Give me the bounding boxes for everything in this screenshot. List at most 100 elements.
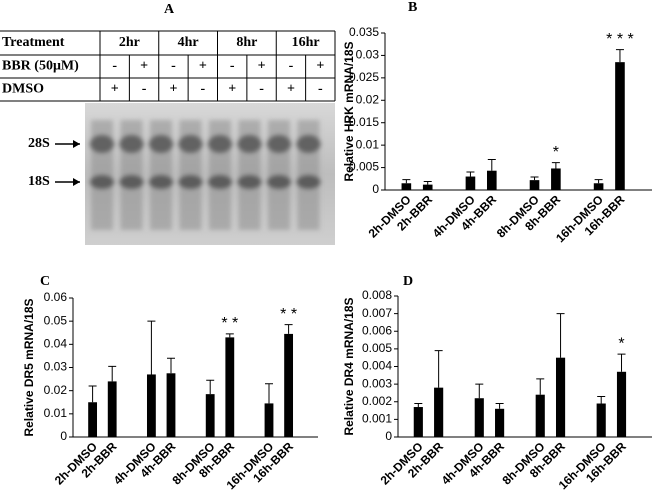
bar (551, 168, 561, 190)
y-tick-label: 0.005 (362, 341, 392, 355)
table-cell: + (316, 59, 324, 74)
bar (284, 333, 294, 437)
table-cell: - (289, 59, 294, 74)
bar (474, 398, 484, 437)
error-bar (167, 357, 175, 374)
error-bar (414, 403, 423, 408)
significance-label: * (618, 335, 624, 352)
bar (535, 394, 545, 437)
error-bar (495, 403, 504, 409)
y-tick-label: 0.002 (362, 394, 392, 408)
table-cell: + (199, 59, 207, 74)
bar (107, 381, 117, 437)
y-tick-label: 0.02 (44, 383, 68, 397)
bar (205, 394, 215, 437)
marker-label: 28S (28, 136, 50, 151)
significance-label: * * (221, 315, 238, 332)
y-tick-label: 0.003 (362, 376, 392, 390)
bar (529, 180, 540, 190)
table-cell: + (258, 59, 266, 74)
table-cell: 8hr (236, 35, 257, 50)
error-bar (466, 171, 475, 177)
table-cell: + (111, 82, 119, 97)
error-bar (530, 176, 539, 181)
significance-label: * * * (606, 31, 634, 48)
y-tick-label: 0.006 (362, 323, 392, 337)
y-tick-label: 0.001 (362, 412, 392, 426)
gel-smear (268, 120, 290, 230)
treatment-table: Treatment 2hr 4hr 8hr 16hr BBR (50μM) - + - + - + - +… (0, 30, 336, 102)
gel-smear (238, 120, 261, 230)
y-axis-title: Relative DR5 mRNA/18S (22, 298, 36, 436)
table-cell: - (230, 59, 235, 74)
y-tick-label: 0.06 (44, 290, 68, 304)
y-tick-label: 0.03 (356, 48, 380, 62)
y-tick-label: 0 (385, 429, 392, 443)
bar (616, 371, 627, 437)
bar (422, 184, 433, 190)
y-tick-label: 0.01 (44, 406, 68, 420)
bar (465, 176, 476, 190)
error-bar (423, 180, 432, 185)
table-cell: - (112, 59, 117, 74)
table-cell: 16hr (292, 35, 320, 50)
y-tick-label: 0.015 (349, 115, 379, 129)
error-bar (615, 49, 624, 63)
error-bar (434, 350, 443, 388)
bar (615, 62, 625, 190)
gel-smear (297, 120, 320, 230)
error-bar (402, 179, 411, 184)
y-tick-label: 0.01 (356, 137, 380, 151)
table-cell: - (259, 82, 264, 97)
y-tick-label: 0 (372, 182, 379, 196)
table-cell: DMSO (2, 82, 44, 97)
bar (434, 387, 444, 437)
marker-label: 18S (28, 174, 50, 189)
table-cell: BBR (50μM) (2, 59, 79, 74)
gel-image (85, 103, 335, 245)
error-bar (556, 313, 565, 358)
panel-label: C (40, 274, 50, 289)
y-tick-label: 0.04 (44, 337, 68, 351)
bar (596, 403, 606, 437)
error-bar (487, 158, 496, 171)
significance-label: * * (280, 306, 297, 323)
y-tick-label: 0.005 (349, 160, 379, 174)
bar (555, 357, 566, 437)
y-tick-label: 0.025 (349, 70, 379, 84)
error-bar (551, 162, 560, 169)
bar (593, 183, 604, 190)
table-cell: + (228, 82, 236, 97)
error-bar (597, 395, 606, 404)
significance-label: * (553, 144, 559, 161)
y-axis-title: Relative DR4 mRNA/18S (342, 297, 356, 435)
error-bar (108, 365, 117, 382)
bar (401, 183, 412, 190)
bar (486, 170, 497, 190)
panel-label: B (408, 0, 417, 15)
table-cell: 4hr (178, 35, 199, 50)
gel-smear (150, 120, 172, 230)
y-tick-label: 0.03 (44, 360, 68, 374)
error-bar (265, 383, 273, 404)
table-cell: - (200, 82, 205, 97)
panel-label: A (164, 2, 175, 17)
error-bar (284, 324, 293, 334)
gel-smear (91, 120, 113, 230)
bar (264, 403, 274, 437)
error-bar (225, 333, 234, 338)
bar (225, 337, 235, 437)
arrow-head (73, 140, 80, 148)
bar (146, 374, 156, 437)
y-tick-label: 0.05 (44, 313, 68, 327)
gel-smear (120, 120, 143, 230)
table-cell: + (140, 59, 148, 74)
table-cell: + (287, 82, 295, 97)
table-cell: - (142, 82, 147, 97)
error-bar (594, 179, 603, 184)
error-bar (475, 383, 484, 399)
table-cell: - (318, 82, 323, 97)
table-cell: + (169, 82, 177, 97)
error-bar (206, 379, 215, 395)
